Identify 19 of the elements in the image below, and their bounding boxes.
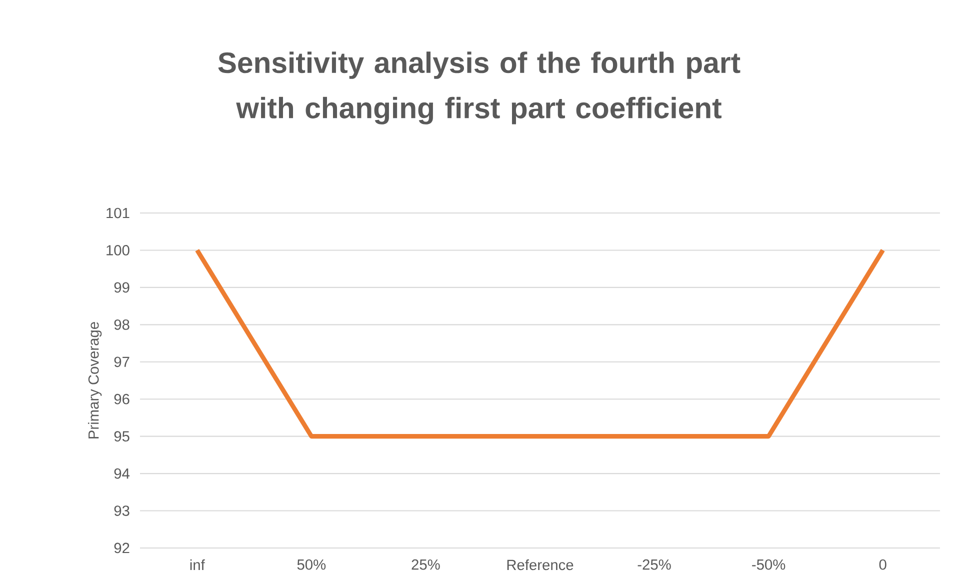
x-tick-label: Reference bbox=[507, 559, 574, 570]
y-tick-label: 101 bbox=[106, 208, 130, 218]
y-tick-label: 93 bbox=[114, 506, 130, 516]
x-tick-label: 50% bbox=[297, 559, 326, 570]
x-tick-label: -25% bbox=[638, 559, 671, 570]
x-tick-label: 0 bbox=[879, 559, 886, 570]
y-tick-label: 92 bbox=[114, 542, 130, 554]
y-tick-label: 96 bbox=[114, 394, 130, 404]
y-tick-label: 98 bbox=[114, 319, 130, 330]
y-tick-label: 97 bbox=[114, 356, 130, 368]
y-tick-label: 95 bbox=[114, 431, 130, 442]
y-axis-title: Primary Coverage bbox=[88, 322, 102, 438]
x-tick-label: inf bbox=[190, 559, 205, 570]
x-tick-label: -50% bbox=[752, 559, 786, 570]
y-tick-label: 100 bbox=[106, 245, 130, 256]
chart-title: Sensitivity analysis of the fourth part with changing first part coefficient bbox=[218, 52, 740, 124]
y-tick-label: 94 bbox=[114, 468, 130, 479]
x-tick-label: 25% bbox=[412, 559, 440, 570]
y-tick-label: 99 bbox=[114, 282, 130, 293]
